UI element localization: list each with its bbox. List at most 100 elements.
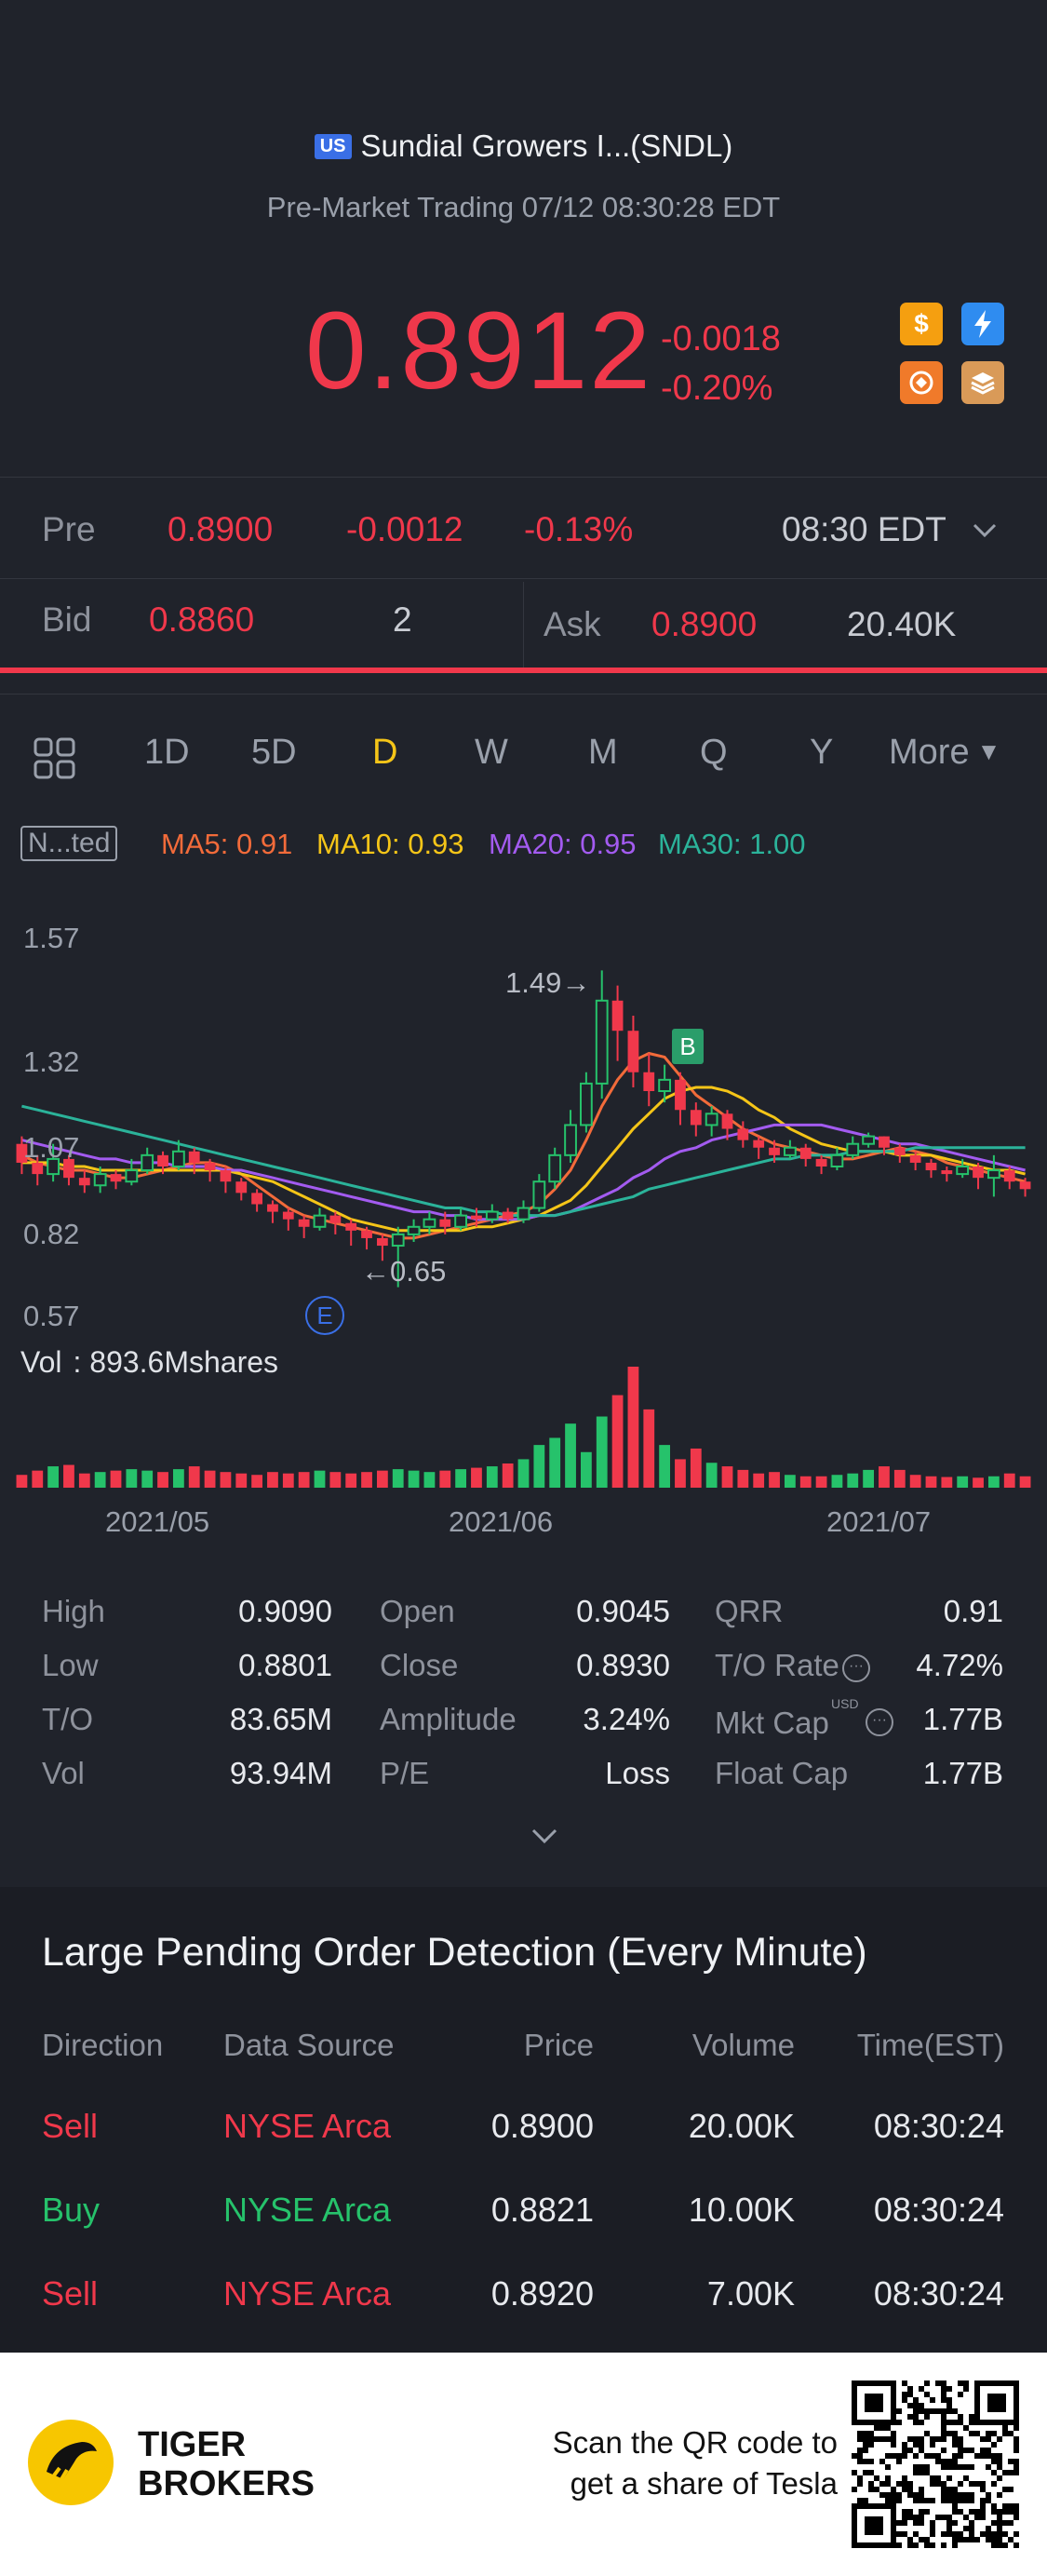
volume-bar xyxy=(376,1470,388,1488)
candle-body xyxy=(579,1082,593,1126)
volume-bar xyxy=(799,1476,812,1488)
chevron-down-icon[interactable] xyxy=(972,521,998,540)
candle-body xyxy=(220,1170,232,1182)
stat-label: P/E xyxy=(380,1756,430,1790)
volume-bar xyxy=(690,1448,702,1488)
lightning-icon[interactable] xyxy=(961,303,1004,345)
candle-body xyxy=(909,1154,921,1163)
stat-label: Mkt Cap xyxy=(715,1706,829,1740)
tab-more[interactable]: More ▼ xyxy=(889,733,1001,772)
tab-d[interactable]: D xyxy=(372,733,398,772)
expand-chevron-icon[interactable] xyxy=(530,1827,558,1845)
grid-layout-icon[interactable] xyxy=(33,736,77,781)
price-change-pct: -0.20% xyxy=(661,369,773,408)
volume-bar xyxy=(141,1470,154,1488)
ma5-value: MA5: 0.91 xyxy=(161,828,293,860)
bid-ask-row: Bid 0.8860 2 Ask 0.8900 20.40K xyxy=(0,600,1047,656)
indicator-selector[interactable]: N...ted xyxy=(20,826,118,861)
volume-bar xyxy=(769,1472,780,1488)
tab-1d[interactable]: 1D xyxy=(144,733,190,772)
volume-bar xyxy=(675,1459,686,1488)
volume-bar xyxy=(298,1472,310,1488)
pre-price: 0.8900 xyxy=(168,510,274,548)
volume-bar xyxy=(863,1469,875,1488)
tab-y[interactable]: Y xyxy=(810,733,834,772)
candle-body xyxy=(893,1147,906,1155)
volume-bar xyxy=(267,1472,278,1488)
volume-bar xyxy=(879,1466,890,1488)
info-icon[interactable]: ··· xyxy=(866,1708,893,1736)
candle-body xyxy=(141,1153,154,1172)
volume-bar xyxy=(282,1473,294,1488)
stat-label: T/O Rate xyxy=(715,1648,839,1682)
y-tick-label: 1.07 xyxy=(23,1131,80,1164)
ma10-value: MA10: 0.93 xyxy=(316,828,464,860)
candle-body xyxy=(956,1166,970,1176)
volume-bar xyxy=(643,1409,655,1488)
order-direction: Sell xyxy=(42,2107,99,2145)
stat-value: 4.72% xyxy=(916,1648,1003,1682)
caret-down-icon: ▼ xyxy=(976,737,1001,765)
share-icon[interactable] xyxy=(900,361,943,404)
order-source: NYSE Arca xyxy=(223,2274,392,2313)
y-tick-label: 0.82 xyxy=(23,1218,80,1250)
stat-label: Open xyxy=(380,1594,455,1628)
volume-bar xyxy=(611,1395,624,1488)
candle-body xyxy=(485,1210,499,1221)
candle-body xyxy=(532,1180,546,1209)
candle-body xyxy=(345,1222,357,1231)
stat-label: Float Cap xyxy=(715,1756,849,1790)
pre-market-row[interactable]: Pre 0.8900 -0.0012 -0.13% 08:30 EDT xyxy=(0,503,1047,559)
order-time: 08:30:24 xyxy=(873,2274,1004,2313)
volume-bar xyxy=(1019,1476,1031,1488)
tab-5d[interactable]: 5D xyxy=(251,733,297,772)
volume-bar xyxy=(345,1473,357,1488)
bid-price: 0.8860 xyxy=(149,600,255,639)
volume-bar xyxy=(517,1459,530,1488)
info-icon[interactable]: ··· xyxy=(842,1654,870,1682)
tab-q[interactable]: Q xyxy=(700,733,728,772)
candle-body xyxy=(407,1225,421,1235)
volume-bar xyxy=(172,1469,184,1488)
ask-label: Ask xyxy=(544,605,601,643)
stat-label: Amplitude xyxy=(380,1702,517,1736)
volume-bar xyxy=(392,1469,404,1488)
large-pending-orders xyxy=(0,1887,1047,2353)
candle-body xyxy=(548,1153,562,1183)
stat-value: 0.9090 xyxy=(238,1594,332,1628)
stat-label: Close xyxy=(380,1648,459,1682)
order-source: NYSE Arca xyxy=(223,2107,392,2145)
brand-line2: BROKERS xyxy=(138,2464,315,2503)
tab-w[interactable]: W xyxy=(475,733,508,772)
volume-bar xyxy=(157,1472,168,1488)
candle-body xyxy=(879,1136,890,1148)
pre-change: -0.0012 xyxy=(346,510,463,548)
order-price: 0.8821 xyxy=(490,2191,594,2229)
pending-title: Large Pending Order Detection (Every Min… xyxy=(42,1930,867,1975)
kline-chart[interactable]: 1.57 1.32 1.07 0.82 0.57 1.49→ ←0.65 B E… xyxy=(0,894,1047,1545)
stat-value: 83.65M xyxy=(229,1702,332,1736)
candle-body xyxy=(987,1169,1000,1180)
kline-svg[interactable] xyxy=(0,894,1047,1545)
bid-ask-divider xyxy=(523,582,524,668)
earnings-marker[interactable]: E xyxy=(305,1296,344,1335)
stat-label: High xyxy=(42,1594,105,1628)
buy-marker[interactable]: B xyxy=(672,1029,704,1064)
x-tick-label: 2021/07 xyxy=(826,1505,932,1538)
pre-label: Pre xyxy=(42,510,96,548)
candle-body xyxy=(925,1162,937,1171)
dollar-icon[interactable]: $ xyxy=(900,303,943,345)
stock-name: Sundial Growers I...(SNDL) xyxy=(360,128,733,163)
candle-body xyxy=(690,1110,702,1126)
candle-body xyxy=(423,1218,436,1228)
stats-grid: High 0.9090 Low 0.8801 T/O 83.65M Vol 93… xyxy=(0,1583,1047,1815)
stat-label: QRR xyxy=(715,1594,784,1628)
stat-value: 0.91 xyxy=(943,1594,1003,1628)
volume-bar xyxy=(549,1437,561,1488)
candle-body xyxy=(1019,1181,1031,1190)
candle-body xyxy=(16,1143,28,1163)
tab-m[interactable]: M xyxy=(588,733,618,772)
brand-line1: TIGER xyxy=(138,2425,247,2464)
qr-code-icon[interactable] xyxy=(852,2380,1019,2548)
stack-icon[interactable] xyxy=(961,361,1004,404)
